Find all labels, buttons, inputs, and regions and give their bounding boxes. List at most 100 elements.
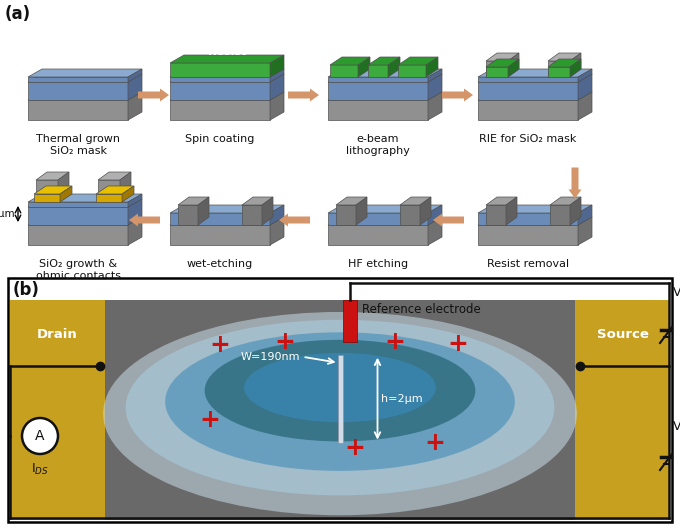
Polygon shape [36,180,58,202]
Polygon shape [478,225,578,245]
Bar [343,300,357,342]
Polygon shape [270,55,284,77]
Polygon shape [242,197,273,205]
Polygon shape [270,69,284,82]
Ellipse shape [103,312,577,515]
Polygon shape [128,217,142,245]
Text: +: + [199,408,220,432]
Polygon shape [28,100,128,120]
Text: wet-etching: wet-etching [187,259,253,269]
Text: V$_{GS}$: V$_{GS}$ [672,286,680,301]
Polygon shape [478,74,592,82]
Polygon shape [328,77,428,82]
Ellipse shape [205,340,475,441]
Text: e-beam
lithography: e-beam lithography [346,134,410,156]
Polygon shape [28,82,128,100]
Polygon shape [330,57,370,65]
Polygon shape [400,197,431,205]
Polygon shape [328,225,428,245]
Polygon shape [328,205,442,213]
Polygon shape [34,194,60,202]
Polygon shape [170,217,284,225]
Polygon shape [270,205,284,225]
Polygon shape [34,186,72,194]
Polygon shape [428,205,442,225]
Text: HF etching: HF etching [348,259,408,269]
Polygon shape [28,217,142,225]
Polygon shape [98,180,120,202]
Polygon shape [398,65,426,77]
Polygon shape [578,205,592,225]
Polygon shape [428,74,442,100]
Polygon shape [478,213,578,225]
Polygon shape [28,207,128,225]
Polygon shape [426,57,438,77]
Polygon shape [170,100,270,120]
Polygon shape [368,65,388,77]
Polygon shape [478,100,578,120]
Text: V$_{DS}$: V$_{DS}$ [672,419,680,435]
Text: +: + [345,436,365,460]
Polygon shape [578,92,592,120]
Polygon shape [328,82,428,100]
Text: Spin coating: Spin coating [186,134,255,144]
Polygon shape [548,53,581,61]
Text: (a): (a) [5,5,31,23]
Polygon shape [478,69,592,77]
Polygon shape [486,53,519,61]
Polygon shape [486,61,508,77]
Polygon shape [368,57,400,65]
Polygon shape [178,205,198,225]
Polygon shape [570,53,581,77]
Polygon shape [508,59,519,77]
FancyArrow shape [138,89,169,101]
Polygon shape [170,77,270,82]
Text: A: A [35,429,45,443]
Polygon shape [28,92,142,100]
Polygon shape [262,197,273,225]
Text: RIE for SiO₂ mask: RIE for SiO₂ mask [479,134,577,144]
Polygon shape [478,77,578,82]
Text: +: + [424,431,445,455]
FancyArrow shape [129,213,160,227]
Polygon shape [170,69,284,77]
Text: (b): (b) [13,281,40,299]
Polygon shape [270,217,284,245]
FancyArrow shape [568,167,581,199]
Polygon shape [328,92,442,100]
FancyArrow shape [442,89,473,101]
Text: Thermal grown
SiO₂ mask: Thermal grown SiO₂ mask [36,134,120,156]
Text: 2 μm: 2 μm [0,209,15,219]
Polygon shape [356,197,367,225]
Polygon shape [358,57,370,77]
Text: W=190nm: W=190nm [241,352,301,362]
Polygon shape [128,69,142,82]
Polygon shape [508,53,519,77]
Bar [575,300,670,520]
Polygon shape [270,74,284,100]
Polygon shape [120,172,131,202]
Polygon shape [328,217,442,225]
Polygon shape [170,55,284,63]
Polygon shape [570,59,581,77]
Text: +: + [275,330,295,354]
Polygon shape [128,74,142,100]
Text: +: + [209,333,231,357]
Polygon shape [128,92,142,120]
Polygon shape [198,197,209,225]
Ellipse shape [244,353,436,422]
Polygon shape [578,69,592,82]
FancyArrow shape [279,213,310,227]
Polygon shape [170,63,270,77]
Polygon shape [96,186,134,194]
Polygon shape [578,74,592,100]
Polygon shape [548,61,570,77]
Polygon shape [486,197,517,205]
Polygon shape [388,57,400,77]
Polygon shape [28,225,128,245]
Polygon shape [170,213,270,225]
Polygon shape [486,205,506,225]
Polygon shape [486,59,519,67]
Polygon shape [178,197,209,205]
Text: Source: Source [596,328,649,342]
